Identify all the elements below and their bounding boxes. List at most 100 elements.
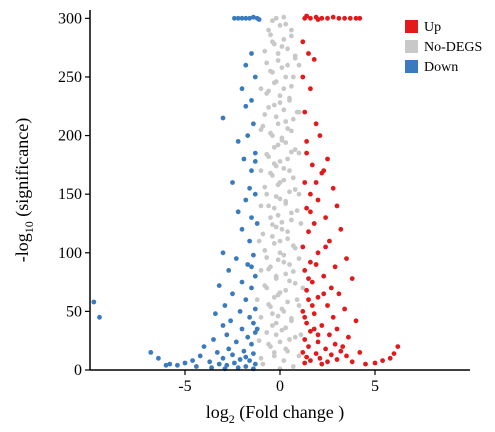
data-point-up: [344, 353, 349, 359]
data-point-no-degs: [296, 353, 302, 359]
data-point-up: [363, 361, 368, 367]
data-point-up: [330, 314, 336, 320]
data-point-no-degs: [270, 222, 275, 228]
data-point-no-degs: [292, 147, 298, 153]
data-point-down: [249, 51, 254, 56]
data-point-no-degs: [300, 285, 306, 291]
data-point-up: [306, 51, 311, 56]
data-point-up: [304, 205, 309, 211]
data-point-up: [380, 358, 385, 363]
data-point-up: [306, 276, 311, 281]
data-point-no-degs: [266, 341, 271, 347]
data-point-down: [211, 337, 216, 342]
data-point-no-degs: [271, 353, 277, 359]
data-point-no-degs: [264, 330, 270, 335]
data-point-no-degs: [270, 18, 275, 24]
data-point-up: [334, 326, 340, 332]
data-point-no-degs: [264, 285, 270, 291]
data-point-up: [302, 314, 308, 320]
data-point-up: [332, 264, 338, 270]
data-point-no-degs: [285, 46, 290, 52]
data-point-no-degs: [277, 339, 283, 345]
legend-label-down: Down: [424, 60, 458, 75]
data-point-down: [237, 357, 243, 362]
data-point-up: [325, 359, 330, 365]
y-axis-label: -log10 (significance): [12, 118, 36, 262]
data-point-up: [328, 285, 334, 291]
data-point-no-degs: [256, 238, 262, 244]
data-point-down: [201, 344, 207, 349]
data-point-no-degs: [270, 173, 275, 178]
data-point-no-degs: [266, 88, 271, 94]
data-point-down: [148, 350, 154, 355]
data-point-no-degs: [260, 123, 266, 129]
data-point-no-degs: [290, 269, 296, 274]
data-point-down: [163, 362, 169, 368]
data-point-down: [249, 215, 254, 221]
data-point-up: [309, 162, 315, 168]
x-axis-label-suffix: (Fold change ): [235, 402, 344, 423]
data-point-no-degs: [283, 21, 289, 27]
data-point-no-degs: [266, 154, 271, 160]
data-point-no-degs: [281, 166, 287, 171]
data-point-no-degs: [270, 234, 275, 239]
y-axis-label-prefix: -log: [12, 233, 32, 262]
data-point-no-degs: [289, 27, 294, 33]
data-point-down: [226, 346, 232, 352]
data-point-down: [235, 15, 241, 21]
data-point-down: [254, 221, 260, 226]
data-point-no-degs: [277, 250, 283, 256]
data-point-up: [321, 273, 327, 279]
data-point-down: [247, 314, 253, 320]
data-point-down: [252, 74, 258, 80]
data-point-no-degs: [266, 203, 271, 209]
data-point-up: [342, 306, 347, 312]
data-point-no-degs: [283, 140, 289, 146]
data-point-no-degs: [258, 355, 264, 361]
data-point-down: [252, 150, 258, 156]
data-point-no-degs: [266, 105, 271, 110]
data-point-down: [239, 15, 245, 21]
data-point-down: [216, 283, 222, 288]
data-point-down: [243, 15, 249, 21]
data-point-up: [336, 15, 342, 21]
data-point-down: [251, 351, 256, 356]
data-point-up: [315, 17, 321, 22]
data-point-up: [300, 309, 306, 314]
x-axis-label-subscript: 2: [229, 412, 235, 426]
data-point-no-degs: [262, 48, 268, 54]
data-point-no-degs: [290, 175, 296, 181]
data-point-up: [304, 150, 309, 156]
data-point-no-degs: [287, 337, 292, 342]
data-point-down: [245, 133, 251, 139]
data-point-no-degs: [268, 215, 273, 221]
data-point-no-degs: [268, 130, 273, 136]
data-point-up: [308, 358, 313, 363]
data-point-no-degs: [258, 314, 264, 320]
data-point-down: [167, 361, 173, 367]
y-tick-label: 0: [74, 362, 82, 379]
data-point-down: [213, 311, 218, 317]
data-point-down: [243, 197, 249, 203]
data-point-down: [252, 191, 258, 197]
data-point-down: [230, 180, 235, 185]
data-point-up: [315, 250, 321, 256]
data-point-no-degs: [292, 55, 298, 61]
data-point-down: [249, 98, 254, 103]
data-point-no-degs: [275, 51, 281, 56]
data-point-down: [222, 303, 228, 308]
data-point-up: [308, 86, 313, 92]
data-point-no-degs: [262, 248, 268, 253]
data-point-down: [232, 360, 237, 366]
data-point-down: [252, 361, 258, 367]
data-point-down: [197, 353, 203, 359]
data-point-down: [228, 318, 234, 324]
data-point-no-degs: [273, 332, 279, 338]
x-axis-label: log2 (Fold change ): [206, 402, 344, 426]
data-point-up: [300, 39, 306, 45]
data-point-down: [230, 291, 235, 297]
data-point-up: [311, 221, 317, 226]
data-point-no-degs: [289, 210, 294, 216]
y-axis-label-subscript: 10: [22, 221, 36, 233]
